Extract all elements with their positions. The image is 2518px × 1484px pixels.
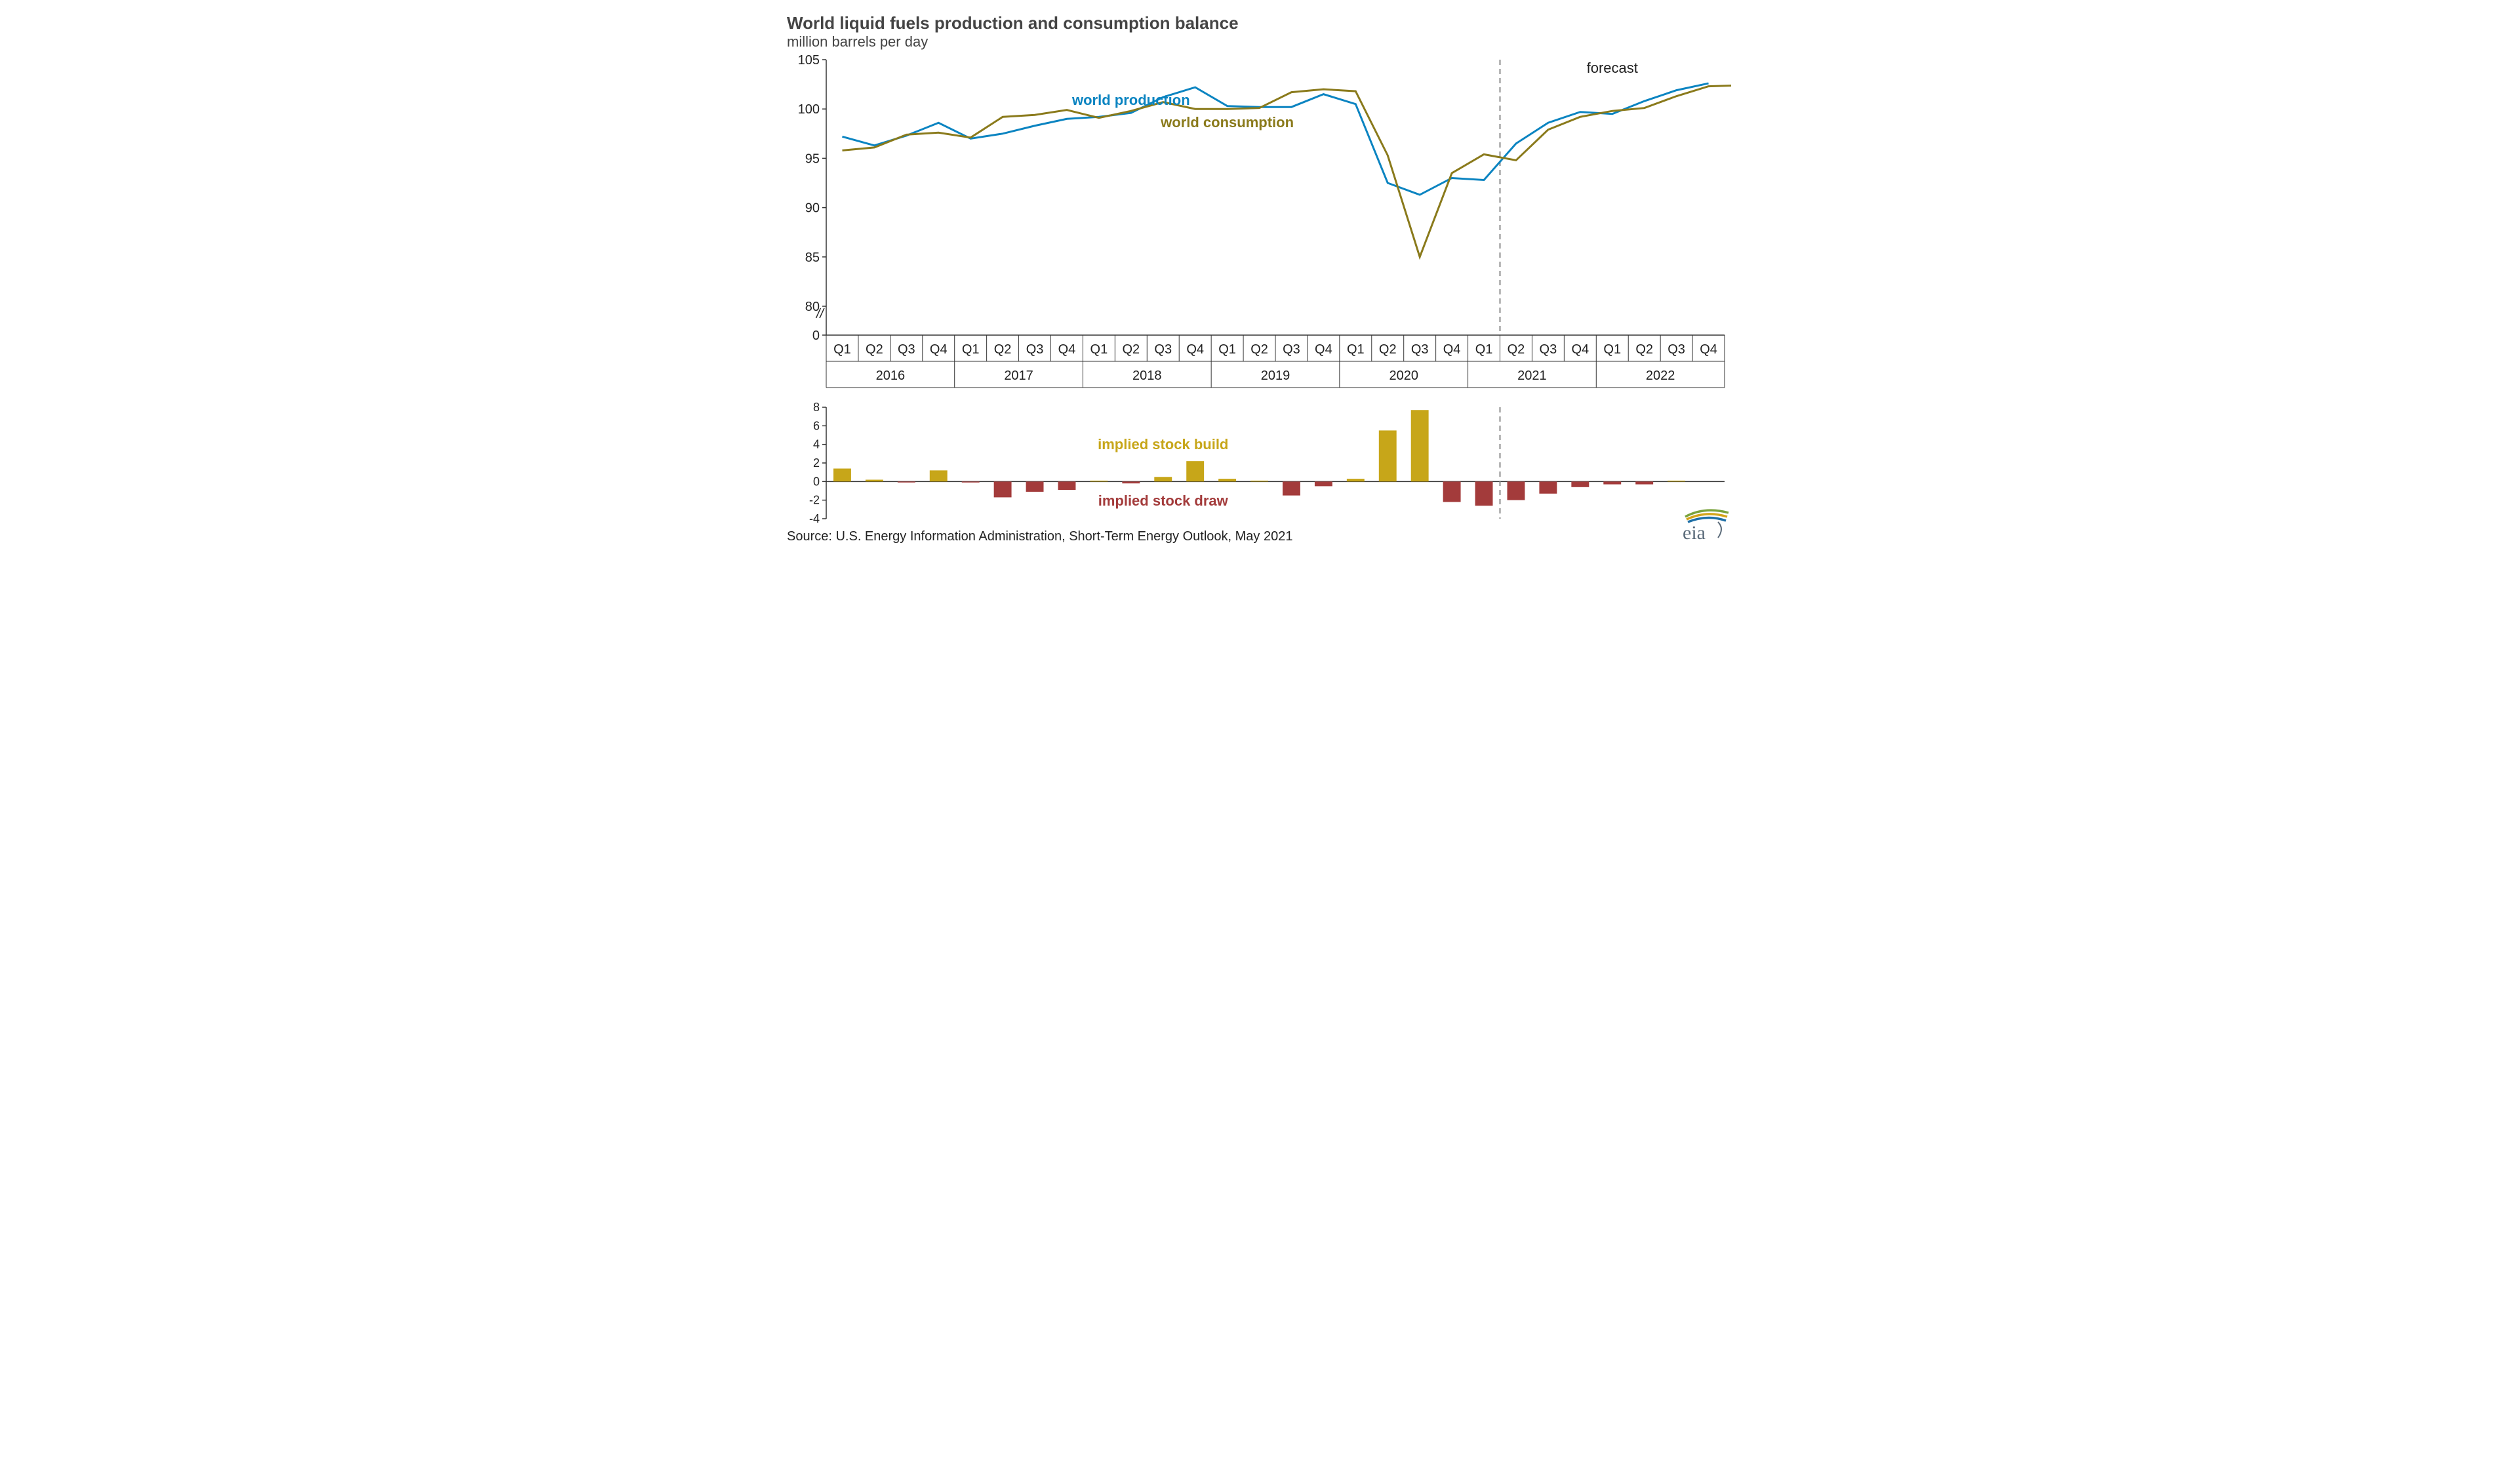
svg-text:eia: eia xyxy=(1683,522,1706,544)
svg-text:105: 105 xyxy=(798,53,820,68)
stock-draw-bar xyxy=(1026,481,1044,492)
year-label: 2022 xyxy=(1646,369,1675,383)
quarter-label: Q2 xyxy=(1508,342,1525,357)
stock-draw-bar xyxy=(1603,481,1621,484)
stock-draw-bar xyxy=(1539,481,1557,493)
stock-draw-bar xyxy=(1283,481,1300,495)
svg-text:forecast: forecast xyxy=(1587,60,1638,76)
stock-draw-bar xyxy=(994,481,1012,497)
quarter-label: Q3 xyxy=(1540,342,1557,357)
svg-text:85: 85 xyxy=(805,251,820,265)
quarter-label: Q1 xyxy=(1347,342,1365,357)
stock-build-bar xyxy=(1186,461,1204,481)
svg-text:8: 8 xyxy=(813,401,820,414)
quarter-label: Q3 xyxy=(1154,342,1172,357)
svg-text://: // xyxy=(815,307,826,321)
quarter-label: Q1 xyxy=(1475,342,1493,357)
year-label: 2020 xyxy=(1389,369,1418,383)
quarter-label: Q3 xyxy=(1026,342,1044,357)
quarter-label: Q3 xyxy=(1668,342,1685,357)
svg-text:100: 100 xyxy=(798,102,820,117)
svg-text:4: 4 xyxy=(813,438,820,451)
chart-svg: 080859095100105//forecastworld productio… xyxy=(787,53,1731,525)
stock-build-bar xyxy=(833,469,851,482)
quarter-label: Q4 xyxy=(1700,342,1717,357)
stock-draw-bar xyxy=(1475,481,1493,506)
quarter-label: Q1 xyxy=(1603,342,1621,357)
quarter-label: Q2 xyxy=(866,342,883,357)
stock-draw-bar xyxy=(1122,481,1140,483)
year-label: 2017 xyxy=(1004,369,1033,383)
stock-draw-bar xyxy=(1571,481,1589,487)
stock-draw-bar xyxy=(1635,481,1653,484)
quarter-label: Q4 xyxy=(1315,342,1332,357)
stock-build-bar xyxy=(1379,430,1397,481)
quarter-label: Q4 xyxy=(930,342,948,357)
year-label: 2019 xyxy=(1261,369,1290,383)
svg-text:0: 0 xyxy=(813,475,820,488)
quarter-label: Q2 xyxy=(1122,342,1140,357)
quarter-label: Q2 xyxy=(1250,342,1268,357)
quarter-label: Q4 xyxy=(1186,342,1204,357)
stock-build-bar xyxy=(1347,479,1365,481)
stock-build-bar xyxy=(1154,477,1172,481)
year-label: 2016 xyxy=(876,369,906,383)
stock-draw-bar xyxy=(1508,481,1525,500)
stock-build-bar xyxy=(1411,410,1429,481)
svg-text:90: 90 xyxy=(805,201,820,216)
stock-build-bar xyxy=(1218,479,1236,481)
svg-text:0: 0 xyxy=(812,329,820,343)
svg-text:2: 2 xyxy=(813,456,820,470)
svg-text:6: 6 xyxy=(813,419,820,432)
svg-text:-4: -4 xyxy=(809,512,820,525)
stock-draw-bar xyxy=(1058,481,1076,490)
consumption-label: world consumption xyxy=(1160,114,1294,130)
stock-draw-bar xyxy=(962,481,980,482)
stock-build-label: implied stock build xyxy=(1098,436,1228,452)
chart-subtitle: million barrels per day xyxy=(787,33,1731,50)
quarter-label: Q2 xyxy=(994,342,1012,357)
chart-container: World liquid fuels production and consum… xyxy=(787,13,1731,544)
svg-text:-2: -2 xyxy=(809,494,820,507)
consumption-line xyxy=(842,85,1731,257)
eia-logo: eia xyxy=(1672,505,1731,544)
quarter-label: Q3 xyxy=(1283,342,1300,357)
quarter-label: Q2 xyxy=(1635,342,1653,357)
stock-draw-label: implied stock draw xyxy=(1098,492,1229,509)
quarter-label: Q4 xyxy=(1058,342,1076,357)
quarter-label: Q2 xyxy=(1379,342,1397,357)
chart-title: World liquid fuels production and consum… xyxy=(787,13,1731,33)
quarter-label: Q4 xyxy=(1571,342,1589,357)
quarter-label: Q3 xyxy=(1411,342,1429,357)
quarter-label: Q1 xyxy=(1218,342,1236,357)
stock-draw-bar xyxy=(1315,481,1332,486)
stock-draw-bar xyxy=(898,481,915,482)
stock-build-bar xyxy=(866,480,883,482)
quarter-label: Q4 xyxy=(1443,342,1461,357)
stock-draw-bar xyxy=(1443,481,1461,502)
source-text: Source: U.S. Energy Information Administ… xyxy=(787,529,1731,544)
quarter-label: Q1 xyxy=(962,342,980,357)
quarter-label: Q1 xyxy=(833,342,851,357)
year-label: 2021 xyxy=(1517,369,1547,383)
year-label: 2018 xyxy=(1132,369,1162,383)
quarter-label: Q1 xyxy=(1090,342,1108,357)
quarter-label: Q3 xyxy=(898,342,915,357)
svg-text:95: 95 xyxy=(805,151,820,166)
stock-build-bar xyxy=(930,470,948,481)
production-label: world production xyxy=(1071,92,1190,108)
